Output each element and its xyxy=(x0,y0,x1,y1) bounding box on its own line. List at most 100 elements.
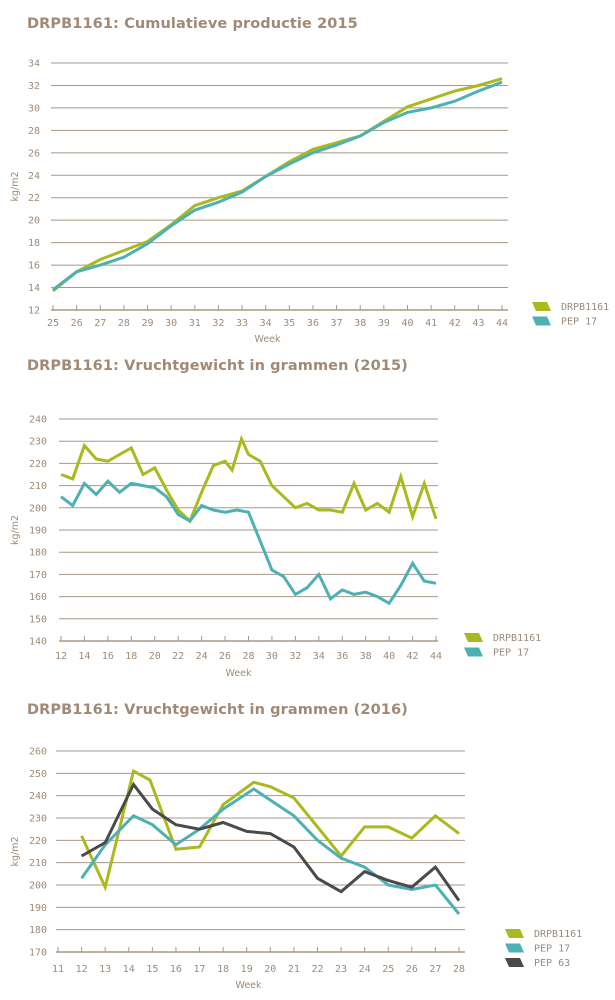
legend-label: PEP 17 xyxy=(534,944,570,955)
chart-vruchtgewicht-2015: DRPB1161: Vruchtgewicht in grammen (2015… xyxy=(0,345,615,690)
y-tick-label: 30 xyxy=(28,103,40,114)
x-tick-label: 23 xyxy=(335,964,347,975)
y-tick-label: 26 xyxy=(28,148,40,159)
x-tick-label: 27 xyxy=(429,964,441,975)
chart-svg: 12 14 16 18 20 22 24 26 28 30 32 34 25 26 27 28 29 30 31 32… xyxy=(10,59,609,346)
y-tick-label: 20 xyxy=(28,216,40,227)
x-tick-label: 16 xyxy=(170,964,182,975)
x-tick-label: 25 xyxy=(47,318,59,329)
y-tick-label: 16 xyxy=(28,261,40,272)
y-tick-label: 170 xyxy=(29,948,47,959)
x-tick-label: 34 xyxy=(313,651,325,662)
x-tick-label: 32 xyxy=(289,651,301,662)
y-tick-label: 200 xyxy=(29,503,47,514)
y-tick-label: 220 xyxy=(29,836,47,847)
x-tick-label: 18 xyxy=(125,651,137,662)
y-axis-label: kg/m2 xyxy=(10,171,21,201)
x-tick-label: 25 xyxy=(382,964,394,975)
x-tick-label: 33 xyxy=(236,318,248,329)
x-tick-label: 35 xyxy=(283,318,295,329)
series-line-pep-17 xyxy=(60,479,437,606)
x-tick-label: 42 xyxy=(449,318,461,329)
y-tick-label: 220 xyxy=(29,459,47,470)
x-tick-label: 40 xyxy=(401,318,413,329)
x-tick-label: 44 xyxy=(496,318,508,329)
x-tick-label: 37 xyxy=(331,318,343,329)
y-tick-label: 190 xyxy=(29,903,47,914)
y-tick-label: 150 xyxy=(29,614,47,625)
series-line-drpb1161 xyxy=(60,434,438,524)
x-tick-label: 16 xyxy=(102,651,114,662)
x-axis-label: Week xyxy=(225,668,252,679)
x-tick-label: 30 xyxy=(266,651,278,662)
legend-label: PEP 17 xyxy=(493,648,529,659)
x-tick-label: 29 xyxy=(142,318,154,329)
y-tick-label: 12 xyxy=(28,306,40,317)
chart-title: DRPB1161: Vruchtgewicht in grammen (2015… xyxy=(27,358,408,374)
x-tick-label: 11 xyxy=(52,964,64,975)
y-tick-label: 34 xyxy=(28,59,40,70)
y-tick-label: 200 xyxy=(29,881,47,892)
x-tick-label: 28 xyxy=(453,964,465,975)
x-tick-label: 18 xyxy=(217,964,229,975)
y-tick-label: 190 xyxy=(29,526,47,537)
y-tick-label: 170 xyxy=(29,570,47,581)
x-tick-label: 32 xyxy=(212,318,224,329)
chart-title: DRPB1161: Cumulatieve productie 2015 xyxy=(27,16,358,32)
x-tick-label: 38 xyxy=(360,651,372,662)
chart-title: DRPB1161: Vruchtgewicht in grammen (2016… xyxy=(27,702,408,718)
x-tick-label: 34 xyxy=(260,318,272,329)
legend-swatch xyxy=(505,958,524,967)
chart-svg: 170 180 190 200 210 220 230 240 250 260 11 12 13 14 15… xyxy=(10,747,582,992)
x-tick-label: 36 xyxy=(307,318,319,329)
x-tick-label: 22 xyxy=(311,964,323,975)
x-tick-label: 24 xyxy=(359,964,371,975)
x-tick-label: 24 xyxy=(196,651,208,662)
x-tick-label: 28 xyxy=(242,651,254,662)
series-line-pep-17 xyxy=(80,787,461,915)
legend-label: PEP 17 xyxy=(561,317,597,328)
x-tick-label: 20 xyxy=(264,964,276,975)
y-tick-label: 24 xyxy=(28,171,40,182)
y-tick-label: 240 xyxy=(29,791,47,802)
legend-label: DRPB1161 xyxy=(493,633,541,644)
series-line-drpb1161 xyxy=(80,768,460,892)
legend-swatch xyxy=(532,316,551,326)
y-tick-label: 180 xyxy=(29,925,47,936)
chart-vruchtgewicht-2016: DRPB1161: Vruchtgewicht in grammen (2016… xyxy=(0,690,615,1000)
x-tick-label: 28 xyxy=(118,318,130,329)
x-tick-label: 36 xyxy=(336,651,348,662)
x-tick-label: 39 xyxy=(378,318,390,329)
x-tick-label: 12 xyxy=(76,964,88,975)
y-tick-label: 210 xyxy=(29,858,47,869)
y-axis-label: kg/m2 xyxy=(10,836,21,866)
x-tick-label: 30 xyxy=(165,318,177,329)
x-tick-label: 13 xyxy=(99,964,111,975)
x-tick-label: 12 xyxy=(55,651,67,662)
x-tick-label: 17 xyxy=(194,964,206,975)
x-tick-label: 27 xyxy=(94,318,106,329)
y-tick-label: 28 xyxy=(28,126,40,137)
x-tick-label: 22 xyxy=(172,651,184,662)
y-tick-label: 160 xyxy=(29,592,47,603)
x-tick-label: 15 xyxy=(146,964,158,975)
x-tick-label: 26 xyxy=(219,651,231,662)
x-axis-label: Week xyxy=(235,980,262,991)
series-line-pep-17 xyxy=(52,80,503,291)
legend-swatch xyxy=(464,633,483,642)
y-tick-label: 180 xyxy=(29,548,47,559)
y-tick-label: 140 xyxy=(29,637,47,648)
x-tick-label: 42 xyxy=(407,651,419,662)
y-tick-label: 22 xyxy=(28,193,40,204)
x-tick-label: 14 xyxy=(123,964,135,975)
y-tick-label: 18 xyxy=(28,238,40,249)
x-tick-label: 40 xyxy=(383,651,395,662)
legend-swatch xyxy=(464,647,483,657)
x-tick-label: 43 xyxy=(472,318,484,329)
x-tick-label: 31 xyxy=(189,318,201,329)
y-tick-label: 250 xyxy=(29,769,47,780)
legend-swatch xyxy=(505,943,524,953)
x-tick-label: 26 xyxy=(406,964,418,975)
x-tick-label: 41 xyxy=(425,318,437,329)
x-tick-label: 26 xyxy=(71,318,83,329)
